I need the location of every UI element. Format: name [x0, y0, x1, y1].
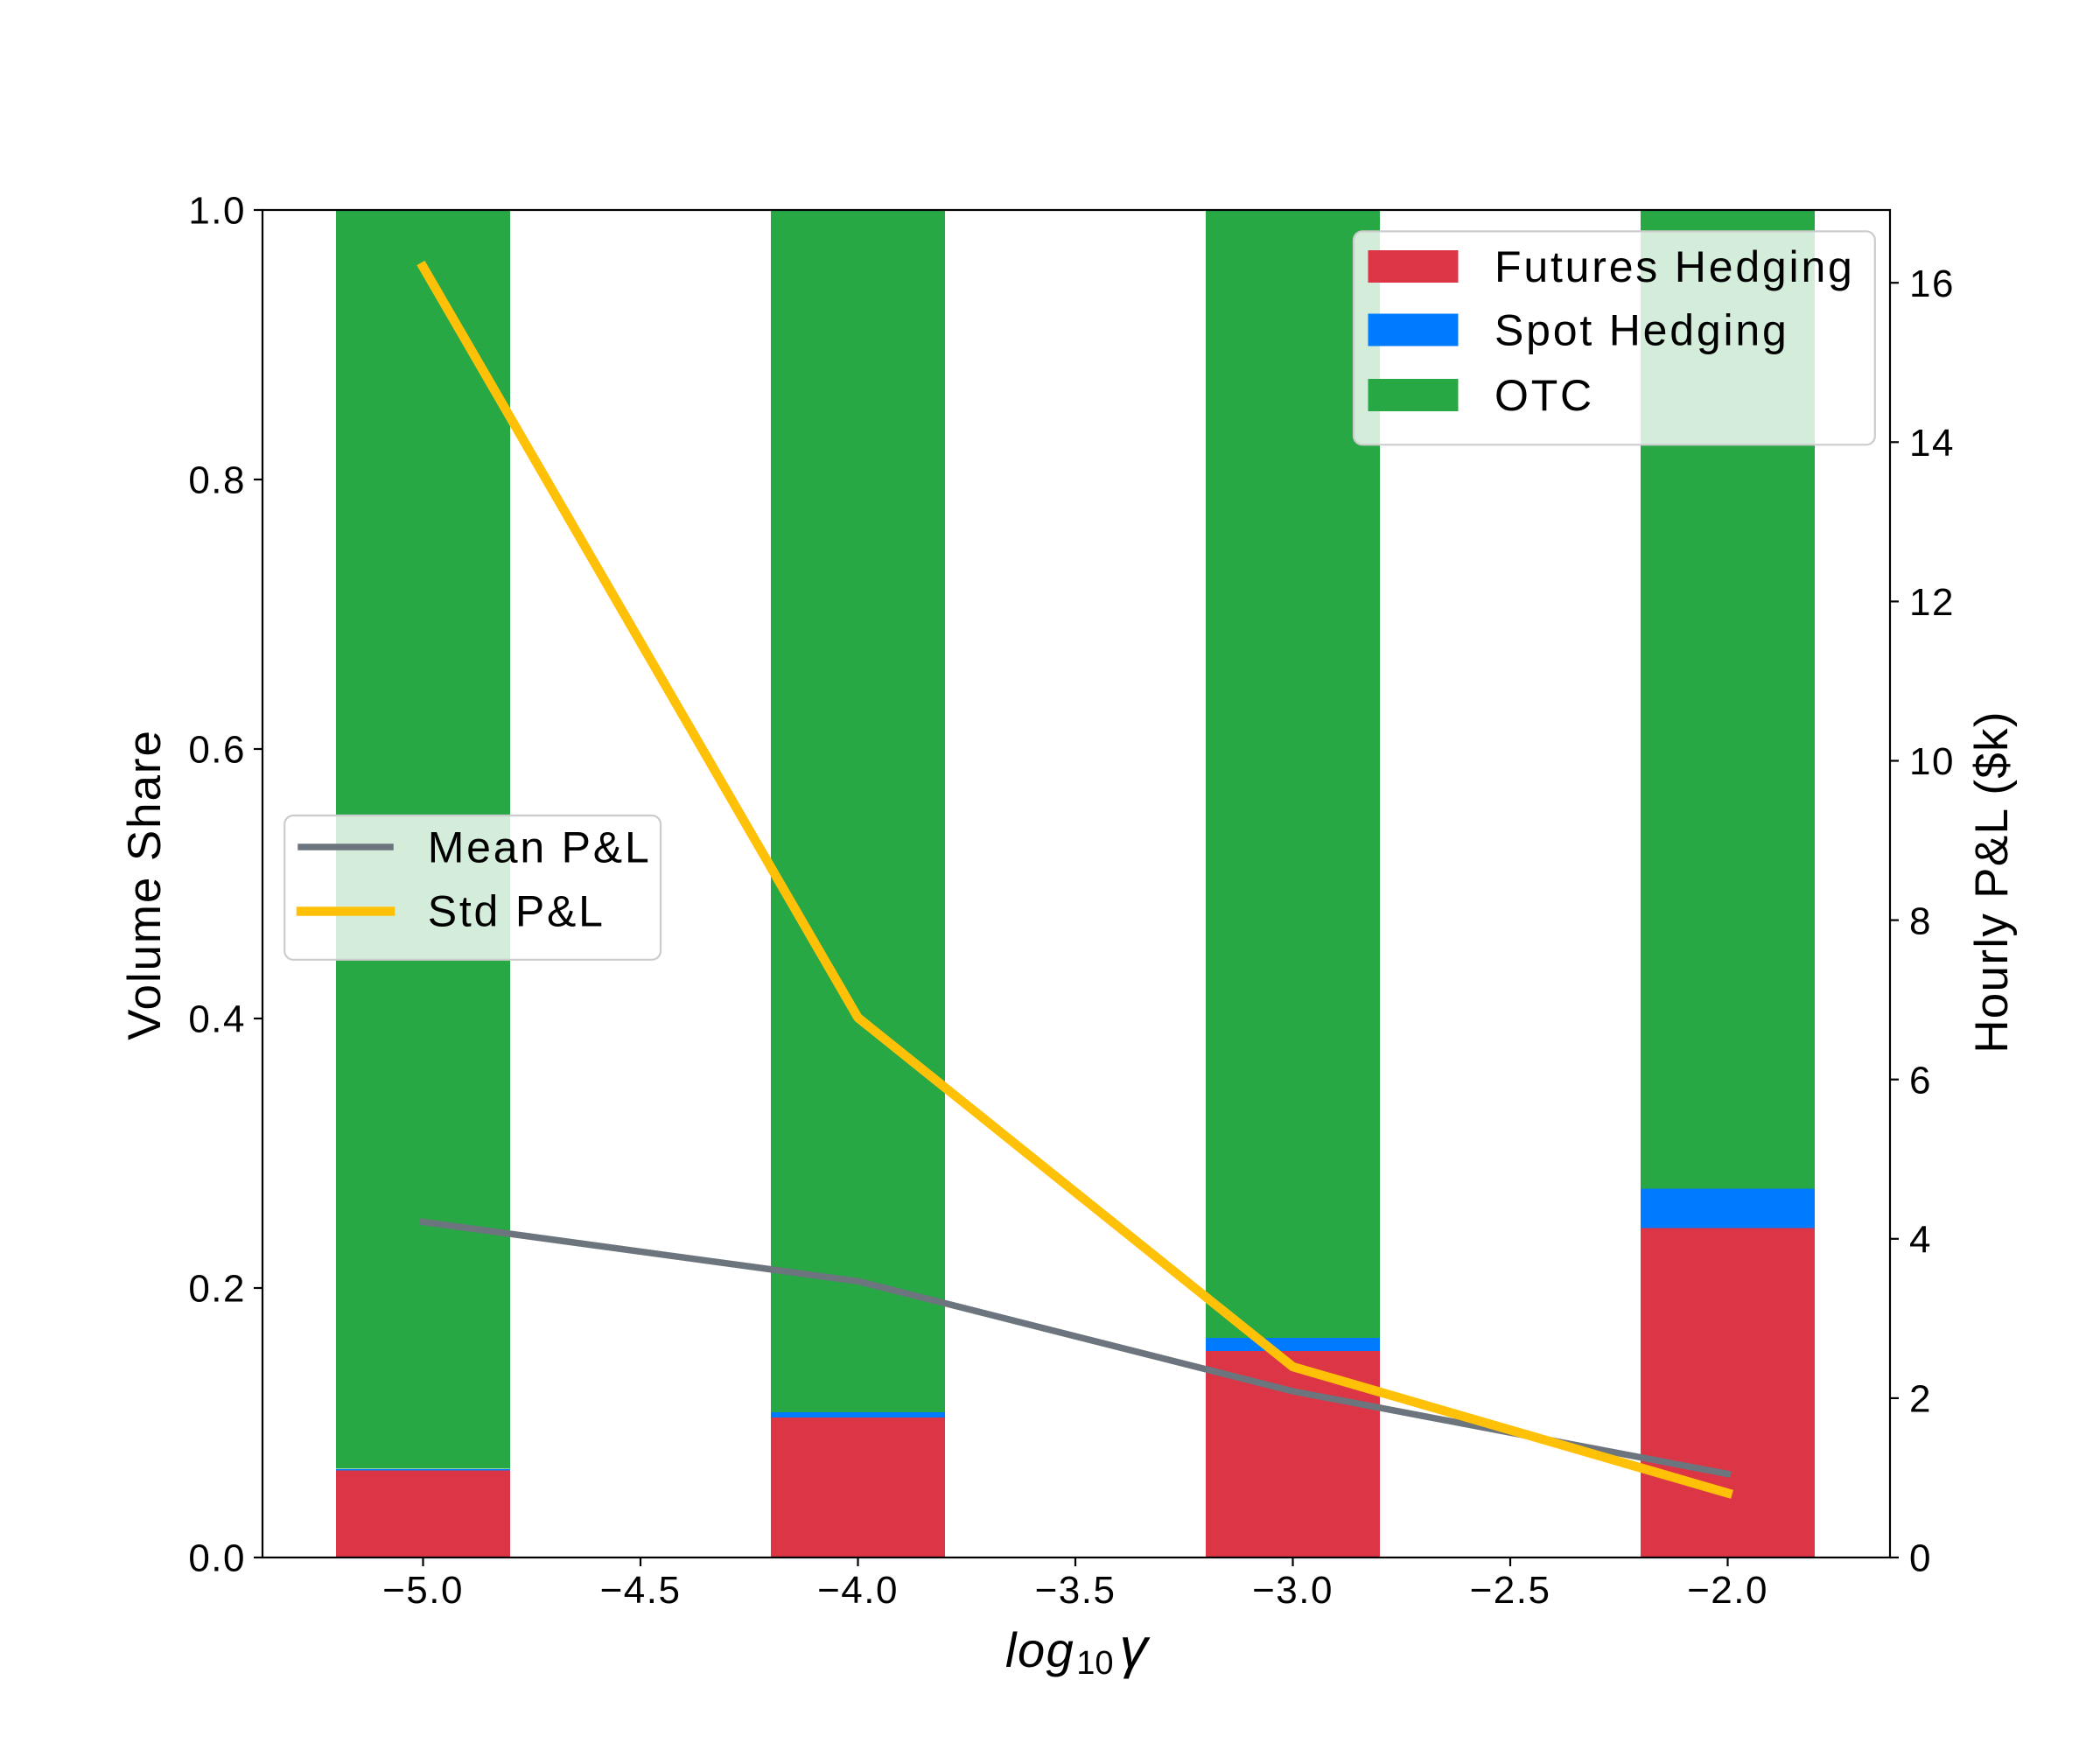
- svg-text:8: 8: [1909, 900, 1932, 942]
- svg-text:Mean P&L: Mean P&L: [428, 822, 652, 872]
- svg-text:Std P&L: Std P&L: [428, 887, 606, 936]
- svg-text:0.0: 0.0: [188, 1537, 246, 1580]
- svg-text:10: 10: [1909, 740, 1955, 783]
- svg-text:−3.5: −3.5: [1035, 1569, 1116, 1612]
- svg-text:1.0: 1.0: [188, 190, 246, 233]
- svg-text:0.2: 0.2: [188, 1268, 246, 1311]
- svg-text:0.4: 0.4: [188, 998, 246, 1041]
- svg-text:−5.0: −5.0: [382, 1569, 464, 1612]
- svg-text:Spot Hedging: Spot Hedging: [1494, 306, 1789, 355]
- svg-text:OTC: OTC: [1494, 371, 1594, 420]
- svg-text:−3.0: −3.0: [1252, 1569, 1334, 1612]
- svg-text:−4.5: −4.5: [600, 1569, 682, 1612]
- svg-text:−4.0: −4.0: [817, 1569, 899, 1612]
- svg-text:16: 16: [1909, 262, 1955, 305]
- svg-text:−2.5: −2.5: [1470, 1569, 1551, 1612]
- svg-text:14: 14: [1909, 422, 1955, 465]
- svg-text:4: 4: [1909, 1219, 1932, 1262]
- svg-text:2: 2: [1909, 1378, 1932, 1421]
- svg-text:Volume Share: Volume Share: [119, 729, 171, 1040]
- svg-text:6: 6: [1909, 1059, 1932, 1102]
- svg-text:Futures Hedging: Futures Hedging: [1494, 242, 1855, 291]
- svg-text:12: 12: [1909, 581, 1955, 624]
- svg-text:−2.0: −2.0: [1687, 1569, 1768, 1612]
- svg-text:0.8: 0.8: [188, 459, 246, 502]
- svg-text:0: 0: [1909, 1537, 1932, 1580]
- svg-text:Hourly P&L ($k): Hourly P&L ($k): [1966, 710, 2018, 1054]
- svg-text:0.6: 0.6: [188, 729, 246, 772]
